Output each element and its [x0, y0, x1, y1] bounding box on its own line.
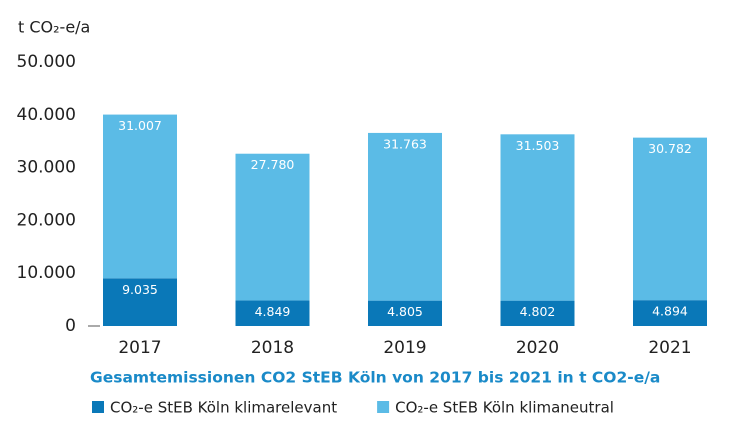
legend-label: CO₂-e StEB Köln klimarelevant [110, 399, 337, 417]
bar-segment [103, 278, 177, 326]
legend-swatch [377, 401, 390, 413]
value-label: 4.805 [387, 304, 423, 319]
value-label: 30.782 [648, 141, 692, 156]
x-tick-label: 2018 [251, 338, 294, 358]
x-tick-label: 2021 [648, 338, 691, 358]
x-tick-label: 2017 [118, 338, 161, 358]
legend-label: CO₂-e StEB Köln klimaneutral [395, 399, 614, 417]
chart-title: Gesamtemissionen CO2 StEB Köln von 2017 … [90, 369, 660, 387]
value-label: 27.780 [251, 157, 295, 172]
value-label: 9.035 [122, 282, 158, 297]
bar-segment [103, 114, 177, 279]
value-label: 31.503 [516, 138, 560, 153]
y-tick-label: 40.000 [17, 105, 76, 125]
y-tick-label: 0 [65, 316, 76, 336]
legend-swatch [92, 401, 104, 413]
value-label: 4.894 [652, 304, 688, 319]
bar-segment [633, 137, 707, 301]
y-tick-label: 50.000 [17, 52, 76, 72]
bar-segment [633, 300, 707, 326]
y-axis-label: t CO₂-e/a [18, 18, 90, 37]
y-tick-label: 30.000 [17, 158, 76, 178]
value-label: 4.849 [255, 304, 291, 319]
value-label: 31.763 [383, 136, 427, 151]
y-tick-label: 20.000 [17, 210, 76, 230]
bar-segment [500, 300, 575, 326]
bar-segment [500, 134, 575, 301]
bar-segment [235, 300, 310, 326]
value-label: 31.007 [118, 118, 162, 133]
x-tick-label: 2020 [516, 338, 559, 358]
bar-segment [235, 153, 310, 301]
bar-segment [368, 300, 442, 326]
x-tick-label: 2019 [383, 338, 426, 358]
y-tick-label: 10.000 [17, 263, 76, 283]
bar-segment [368, 132, 442, 301]
value-label: 4.802 [520, 304, 556, 319]
